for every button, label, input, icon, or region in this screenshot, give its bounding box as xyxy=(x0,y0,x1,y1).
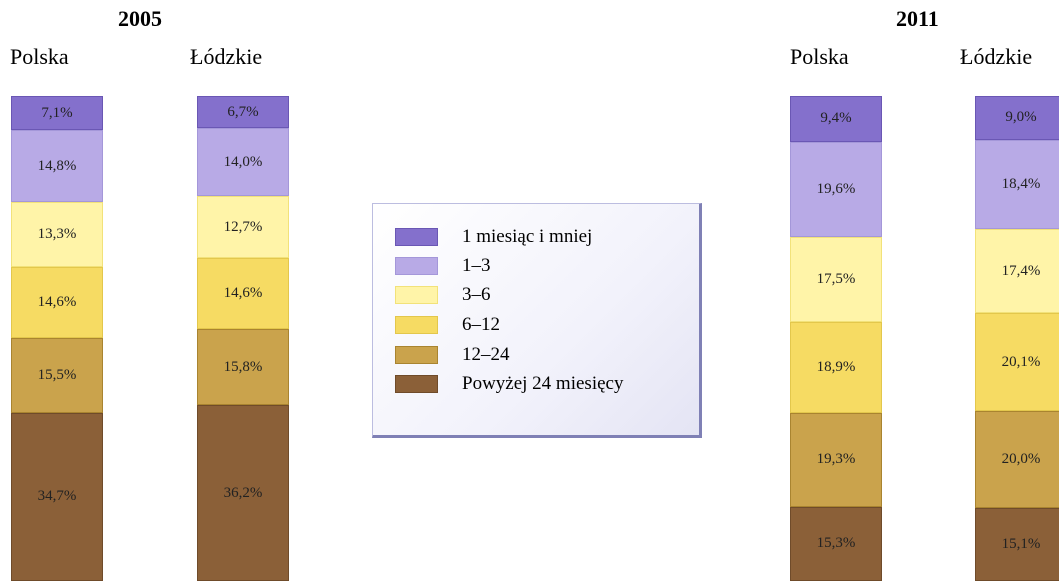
data-label: 36,2% xyxy=(223,484,263,501)
data-label: 15,8% xyxy=(223,358,263,375)
bar-segment: 15,1% xyxy=(975,507,1059,581)
data-label: 15,1% xyxy=(1001,535,1041,552)
bar-label-2005-lodzkie: Łódzkie xyxy=(190,44,263,69)
year-label-2011: 2011 xyxy=(896,6,939,31)
bar-segment: 14,0% xyxy=(197,128,289,197)
data-label: 6,7% xyxy=(227,103,259,120)
legend-item: 1 miesiąc i mniej xyxy=(395,226,592,248)
bar-segment: 34,7% xyxy=(11,412,103,581)
data-label: 14,8% xyxy=(37,157,77,174)
bar-segment: 15,3% xyxy=(790,506,882,581)
legend-item: Powyżej 24 miesięcy xyxy=(395,373,623,395)
legend-swatch xyxy=(395,257,438,275)
data-label: 14,6% xyxy=(37,293,77,310)
legend-swatch xyxy=(395,346,438,364)
bar-segment: 20,0% xyxy=(975,410,1059,508)
bar-segment: 18,9% xyxy=(790,321,882,414)
data-label: 17,5% xyxy=(816,270,856,287)
data-label: 17,4% xyxy=(1001,262,1041,279)
bar-segment: 7,1% xyxy=(11,96,103,131)
bar-segment: 14,6% xyxy=(11,266,103,338)
chart-legend: 1 miesiąc i mniej 1–3 3–6 6–12 12–24 Pow… xyxy=(372,203,702,438)
bar-segment: 18,4% xyxy=(975,139,1059,229)
bar-segment: 15,8% xyxy=(197,328,289,406)
legend-item: 12–24 xyxy=(395,344,510,366)
year-label-2005: 2005 xyxy=(118,6,162,31)
legend-label: 12–24 xyxy=(462,344,510,365)
bar-label-2005-polska: Polska xyxy=(10,44,69,69)
legend-label: Powyżej 24 miesięcy xyxy=(462,373,624,394)
data-label: 34,7% xyxy=(37,488,77,505)
bar-segment: 14,8% xyxy=(11,130,103,203)
data-label: 20,0% xyxy=(1001,450,1041,467)
bar-segment: 13,3% xyxy=(11,202,103,267)
bar-segment: 12,7% xyxy=(197,196,289,258)
data-label: 7,1% xyxy=(41,104,73,121)
bar-label-2011-polska: Polska xyxy=(790,44,849,69)
data-label: 14,0% xyxy=(223,153,263,170)
stacked-bar-2005-polska: 7,1% 14,8% 13,3% 14,6% 15,5% 34,7% xyxy=(11,96,103,581)
legend-swatch xyxy=(395,228,438,246)
legend-label: 6–12 xyxy=(462,314,500,335)
legend-label: 3–6 xyxy=(462,284,491,305)
data-label: 19,6% xyxy=(816,180,856,197)
data-label: 12,7% xyxy=(223,218,263,235)
data-label: 15,5% xyxy=(37,366,77,383)
data-label: 15,3% xyxy=(816,535,856,552)
bar-segment: 6,7% xyxy=(197,96,289,129)
bar-segment: 36,2% xyxy=(197,405,289,581)
stacked-bar-2005-lodzkie: 6,7% 14,0% 12,7% 14,6% 15,8% 36,2% xyxy=(197,96,289,581)
bar-segment: 9,0% xyxy=(975,96,1059,140)
legend-item: 6–12 xyxy=(395,314,500,336)
bar-label-2011-lodzkie: Łódzkie xyxy=(960,44,1033,69)
data-label: 19,3% xyxy=(816,451,856,468)
legend-item: 1–3 xyxy=(395,255,491,277)
data-label: 9,0% xyxy=(1005,109,1037,126)
legend-item: 3–6 xyxy=(395,284,491,306)
data-label: 14,6% xyxy=(223,284,263,301)
legend-swatch xyxy=(395,316,438,334)
legend-swatch xyxy=(395,375,438,393)
data-label: 13,3% xyxy=(37,225,77,242)
legend-label: 1 miesiąc i mniej xyxy=(462,226,593,247)
bar-segment: 19,6% xyxy=(790,141,882,237)
stacked-bar-2011-lodzkie: 9,0% 18,4% 17,4% 20,1% 20,0% 15,1% xyxy=(975,96,1059,581)
data-label: 20,1% xyxy=(1001,353,1041,370)
legend-swatch xyxy=(395,286,438,304)
data-label: 18,9% xyxy=(816,358,856,375)
bar-segment: 19,3% xyxy=(790,413,882,507)
bar-segment: 9,4% xyxy=(790,96,882,142)
bar-segment: 17,5% xyxy=(790,236,882,322)
stacked-bar-2011-polska: 9,4% 19,6% 17,5% 18,9% 19,3% 15,3% xyxy=(790,96,882,581)
data-label: 18,4% xyxy=(1001,175,1041,192)
bar-segment: 17,4% xyxy=(975,228,1059,314)
bar-segment: 14,6% xyxy=(197,257,289,329)
legend-label: 1–3 xyxy=(462,255,491,276)
bar-segment: 20,1% xyxy=(975,313,1059,411)
data-label: 9,4% xyxy=(820,110,852,127)
bar-segment: 15,5% xyxy=(11,337,103,413)
